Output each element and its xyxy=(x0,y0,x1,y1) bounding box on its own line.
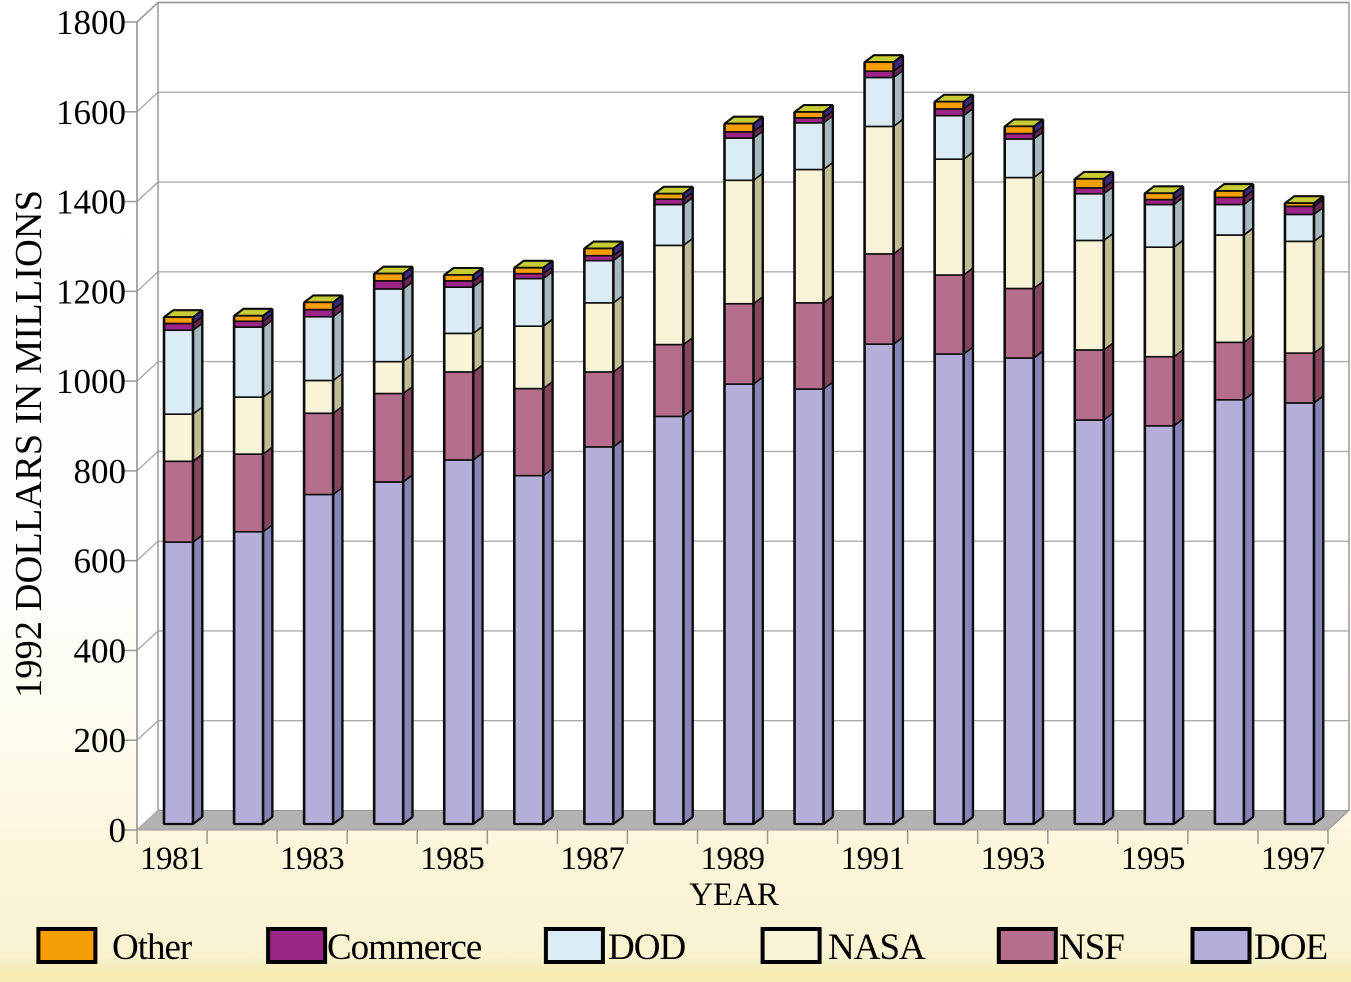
svg-text:200: 200 xyxy=(74,721,127,760)
svg-text:1400: 1400 xyxy=(56,183,126,222)
svg-text:1800: 1800 xyxy=(56,3,126,42)
svg-text:1993: 1993 xyxy=(981,841,1045,877)
svg-text:0: 0 xyxy=(109,811,127,850)
svg-text:DOD: DOD xyxy=(608,927,685,968)
svg-text:400: 400 xyxy=(74,631,127,670)
svg-text:1989: 1989 xyxy=(701,841,765,877)
svg-text:DOE: DOE xyxy=(1254,927,1327,968)
svg-text:1983: 1983 xyxy=(280,841,344,877)
svg-text:NASA: NASA xyxy=(828,927,926,968)
svg-text:600: 600 xyxy=(74,542,127,581)
svg-text:1987: 1987 xyxy=(560,841,624,877)
svg-text:YEAR: YEAR xyxy=(689,877,779,913)
svg-text:1992 DOLLARS IN MILLIONS: 1992 DOLLARS IN MILLIONS xyxy=(8,190,50,698)
svg-text:1000: 1000 xyxy=(56,362,126,401)
svg-text:1991: 1991 xyxy=(841,841,905,877)
svg-text:Other: Other xyxy=(112,927,192,968)
svg-text:1200: 1200 xyxy=(56,272,126,311)
svg-text:800: 800 xyxy=(74,452,127,491)
svg-text:1995: 1995 xyxy=(1121,841,1185,877)
svg-text:1997: 1997 xyxy=(1261,841,1325,877)
svg-text:Commerce: Commerce xyxy=(327,927,482,968)
svg-text:1981: 1981 xyxy=(140,841,204,877)
svg-text:1985: 1985 xyxy=(420,841,484,877)
svg-text:NSF: NSF xyxy=(1059,927,1124,968)
svg-text:1600: 1600 xyxy=(56,93,126,132)
